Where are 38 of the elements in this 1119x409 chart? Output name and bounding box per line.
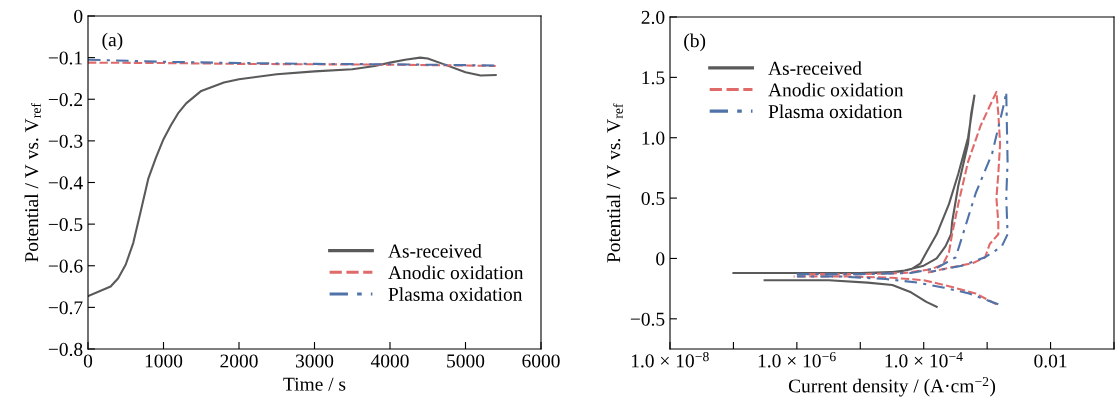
y-tick-label: 1.5 xyxy=(642,71,665,85)
y-tick-label: 0 xyxy=(656,252,665,266)
y-tick-label: −0.7 xyxy=(48,301,83,315)
legend-label: As-received xyxy=(768,61,862,75)
x-tick-label: 2000 xyxy=(220,354,258,368)
y-axis-title: Potential / V vs. V$_{ref}$ xyxy=(606,103,623,263)
x-tick-label: 4000 xyxy=(370,354,409,368)
legend-label: Anodic oxidation xyxy=(388,265,524,280)
y-tick-label: −0.6 xyxy=(48,259,83,273)
y-tick-label: 1.0 xyxy=(642,131,665,145)
legend-label: Plasma oxidation xyxy=(388,287,523,301)
y-tick-label: 0 xyxy=(74,9,83,23)
y-tick-label: −0.2 xyxy=(48,93,83,107)
annotation: (b) xyxy=(684,33,706,52)
y-tick-label: 2.0 xyxy=(641,10,665,25)
legend-label: Anodic oxidation xyxy=(768,82,904,97)
x-tick-label: 1.0 × 10$^{−8}$ xyxy=(631,351,709,368)
y-tick-label: −0.4 xyxy=(48,176,83,190)
x-tick-label: 1.0 × 10$^{−4}$ xyxy=(885,351,963,368)
y-tick-label: −0.3 xyxy=(48,134,83,148)
x-axis-title: Time / s xyxy=(283,377,346,391)
y-tick-label: −0.5 xyxy=(48,217,83,232)
y-tick-label: −0.8 xyxy=(48,342,83,357)
y-tick-label: −0.1 xyxy=(48,51,82,65)
x-tick-label: 1.0 × 10$^{−6}$ xyxy=(758,351,836,368)
x-tick-label: 6000 xyxy=(522,354,560,368)
y-axis-title: Potential / V vs. V$_{ref}$ xyxy=(24,103,41,262)
x-tick-label: 1000 xyxy=(145,354,183,368)
annotation: (a) xyxy=(102,32,123,51)
x-tick-label: 0.01 xyxy=(1034,354,1067,368)
x-axis-title: Current density / (A·cm$^{−2}$) xyxy=(788,377,996,397)
legend-label: Plasma oxidation xyxy=(768,104,903,119)
y-tick-label: 0.5 xyxy=(641,191,665,206)
y-tick-label: −0.5 xyxy=(630,312,665,326)
x-tick-label: 5000 xyxy=(447,354,485,368)
legend-label: As-received xyxy=(388,243,482,258)
x-tick-label: 3000 xyxy=(295,354,334,368)
x-tick-label: 0 xyxy=(83,354,93,368)
